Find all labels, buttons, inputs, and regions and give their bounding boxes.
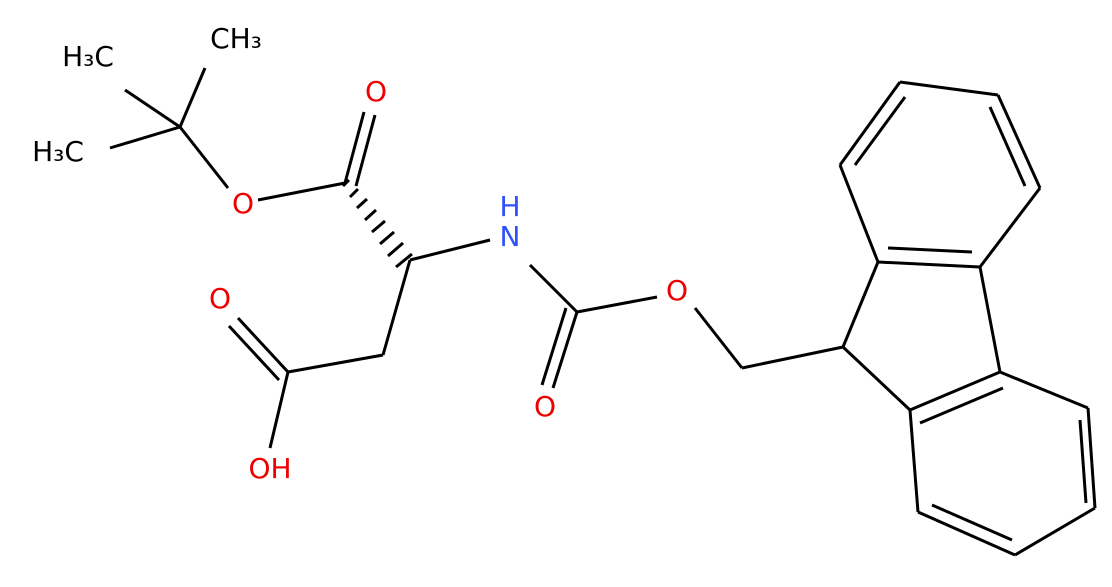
atom-label: O [666,274,688,307]
hashed-wedge [341,178,413,269]
atom-label: O [209,282,231,315]
atom-label: N [500,220,521,253]
atom-label: H₃C [32,135,84,168]
atom-label: O [534,390,556,423]
bonds [109,67,1097,557]
atom-label: CH₃ [210,22,262,55]
atom-label: H [499,190,520,223]
atom-label: O [365,75,387,108]
atom-label: O [232,187,254,220]
atom-label: OH [248,452,291,485]
atom-label: H₃C [62,40,114,73]
